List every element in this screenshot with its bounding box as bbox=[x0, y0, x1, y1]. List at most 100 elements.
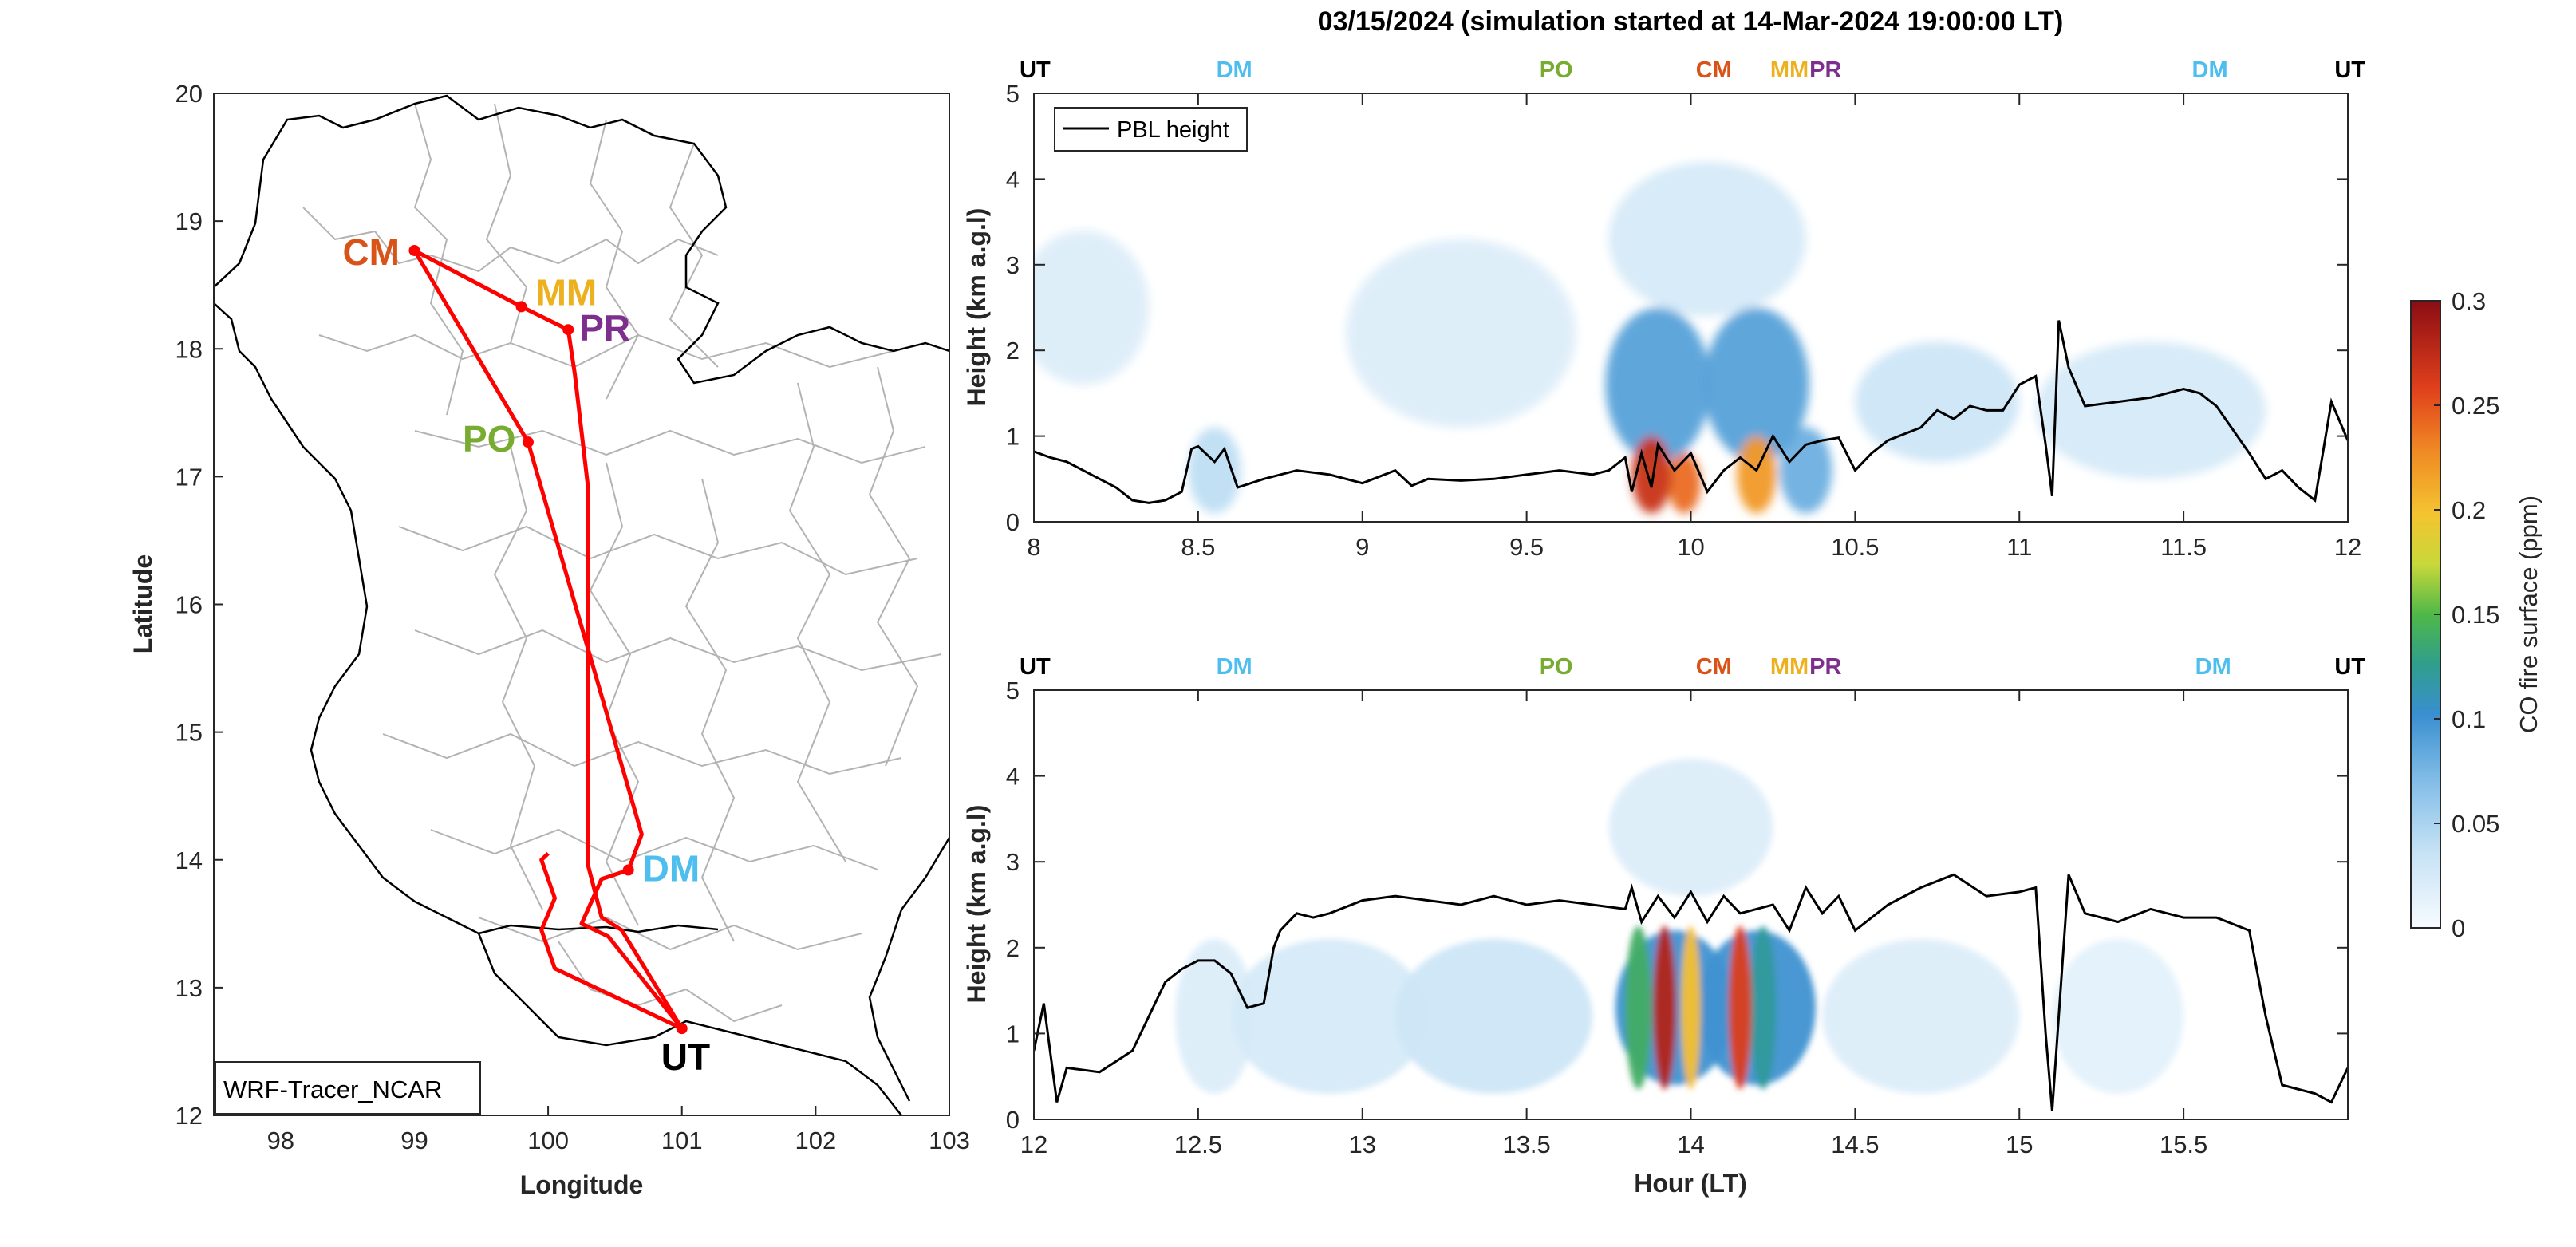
map-y-tick-label: 12 bbox=[176, 1102, 203, 1130]
top-x-tick-label: 10 bbox=[1677, 533, 1704, 561]
map-x-tick-label: 99 bbox=[400, 1127, 428, 1154]
top-y-tick-label: 4 bbox=[1006, 165, 1020, 193]
map-ylabel: Latitude bbox=[128, 554, 157, 653]
map-x-tick-label: 101 bbox=[661, 1127, 703, 1154]
bot-site-marker-ut: UT bbox=[2334, 654, 2365, 680]
top-concentration-blob bbox=[1703, 307, 1809, 462]
top-x-tick-label: 12 bbox=[2334, 533, 2361, 561]
figure-title: 03/15/2024 (simulation started at 14-Mar… bbox=[1318, 6, 2064, 37]
bot-site-marker-dm: DM bbox=[1217, 654, 1252, 680]
chart-top-y-ticks: 0 1 2 3 4 5 bbox=[1006, 80, 2348, 536]
chart-bottom-x-ticks: 12 12.5 13 13.5 14 14.5 15 15.5 bbox=[1020, 690, 2207, 1158]
top-concentration-blob bbox=[1855, 341, 2020, 462]
bot-concentration-blob bbox=[1231, 939, 1429, 1094]
map-y-tick-label: 17 bbox=[176, 463, 203, 491]
colorbar-tick-label: 0.25 bbox=[2452, 392, 2499, 420]
colorbar-tick-label: 0.2 bbox=[2452, 496, 2486, 524]
bot-x-tick-label: 12.5 bbox=[1174, 1131, 1222, 1158]
bot-y-tick-label: 1 bbox=[1006, 1020, 1020, 1048]
site-dot-po bbox=[522, 436, 534, 448]
chart-bottom-site-labels: UT DM PO CM MM PR DM UT bbox=[1020, 654, 2365, 680]
bot-site-marker-mm: MM bbox=[1770, 654, 1809, 680]
bot-concentration-blob bbox=[2052, 939, 2184, 1094]
colorbar-tick-label: 0.05 bbox=[2452, 810, 2499, 838]
top-x-tick-label: 10.5 bbox=[1831, 533, 1879, 561]
bot-x-tick-label: 13.5 bbox=[1502, 1131, 1550, 1158]
top-concentration-blob bbox=[1737, 436, 1777, 514]
site-label-po: PO bbox=[463, 418, 515, 460]
map-x-tick-label: 103 bbox=[929, 1127, 970, 1154]
map-y-ticks: 12 13 14 15 16 17 18 19 20 bbox=[176, 80, 223, 1130]
site-dot-mm bbox=[515, 301, 527, 313]
colorbar-tick-label: 0 bbox=[2452, 914, 2465, 942]
bot-concentration-blob bbox=[1608, 759, 1773, 897]
bot-y-tick-label: 2 bbox=[1006, 934, 1020, 962]
top-concentration-blob bbox=[1605, 307, 1711, 462]
colorbar-tick-label: 0.15 bbox=[2452, 601, 2499, 629]
top-y-tick-label: 3 bbox=[1006, 251, 1020, 279]
top-y-tick-label: 2 bbox=[1006, 337, 1020, 365]
top-site-marker-pr: PR bbox=[1809, 57, 1841, 83]
map-legend: WRF-Tracer_NCAR bbox=[215, 1061, 481, 1115]
colorbar-label: CO fire surface (ppm) bbox=[2515, 495, 2542, 733]
site-dot-pr bbox=[562, 324, 574, 336]
chart-bottom-concentration-field bbox=[1175, 759, 2184, 1094]
chart-top-site-labels: UT DM PO CM MM PR DM UT bbox=[1020, 57, 2365, 83]
bot-y-tick-label: 5 bbox=[1006, 677, 1020, 704]
map-x-ticks: 98 99 100 101 102 103 bbox=[267, 1106, 970, 1154]
top-y-tick-label: 1 bbox=[1006, 423, 1020, 451]
chart-top-plot-area bbox=[1034, 161, 2348, 514]
bot-site-marker-ut: UT bbox=[1020, 654, 1051, 680]
map-y-tick-label: 16 bbox=[176, 591, 203, 619]
site-dot-cm bbox=[408, 244, 420, 256]
bot-x-tick-label: 15.5 bbox=[2160, 1131, 2207, 1158]
top-site-marker-mm: MM bbox=[1770, 57, 1809, 83]
map-x-tick-label: 98 bbox=[267, 1127, 294, 1154]
site-dot-dm bbox=[622, 864, 634, 876]
chart-bottom-ylabel: Height (km a.g.l) bbox=[962, 805, 991, 1004]
map-y-tick-label: 18 bbox=[176, 335, 203, 363]
route-line bbox=[412, 248, 684, 1030]
site-label-ut: UT bbox=[661, 1036, 710, 1078]
map-axes-box bbox=[213, 93, 950, 1116]
top-concentration-blob bbox=[1631, 436, 1671, 514]
bot-concentration-blob bbox=[1681, 925, 1701, 1090]
chart-top-pbl-line bbox=[1034, 320, 2348, 504]
colorbar-tick-label: 0.1 bbox=[2452, 705, 2486, 733]
top-y-tick-label: 5 bbox=[1006, 80, 1020, 108]
bot-x-tick-label: 12 bbox=[1020, 1131, 1047, 1158]
route-line-alt bbox=[539, 851, 683, 1031]
bot-site-marker-po: PO bbox=[1540, 654, 1573, 680]
bot-y-tick-label: 4 bbox=[1006, 763, 1020, 791]
bot-site-marker-cm: CM bbox=[1696, 654, 1732, 680]
top-site-marker-po: PO bbox=[1540, 57, 1573, 83]
chart-top-concentration-field bbox=[1034, 161, 2266, 514]
chart-top-ylabel: Height (km a.g.l) bbox=[962, 208, 991, 407]
map-y-tick-label: 20 bbox=[176, 80, 203, 108]
top-x-tick-label: 8 bbox=[1027, 533, 1040, 561]
map-x-tick-label: 100 bbox=[527, 1127, 569, 1154]
site-label-pr: PR bbox=[579, 307, 630, 349]
bot-concentration-blob bbox=[1822, 939, 2020, 1094]
bot-x-tick-label: 14.5 bbox=[1831, 1131, 1879, 1158]
chart-top-legend-text: PBL height bbox=[1117, 117, 1229, 143]
bot-y-tick-label: 3 bbox=[1006, 848, 1020, 876]
map-y-tick-label: 14 bbox=[176, 846, 203, 874]
map-y-tick-label: 15 bbox=[176, 719, 203, 747]
chart-bottom-y-ticks: 0 1 2 3 4 5 bbox=[1006, 677, 2348, 1134]
map-legend-box bbox=[215, 1061, 481, 1115]
colorbar: 0 0.05 0.1 0.15 0.2 0.25 0.3 CO fire surface (… bbox=[2410, 287, 2542, 942]
bot-site-marker-pr: PR bbox=[1809, 654, 1841, 680]
top-concentration-blob bbox=[1779, 427, 1832, 514]
top-site-marker-ut: UT bbox=[1020, 57, 1051, 83]
route-lines bbox=[412, 248, 684, 1031]
top-x-tick-label: 9.5 bbox=[1509, 533, 1544, 561]
top-site-marker-cm: CM bbox=[1696, 57, 1732, 83]
chart-top-legend: PBL height bbox=[1054, 107, 1248, 152]
top-concentration-blob bbox=[1346, 239, 1576, 428]
top-site-marker-dm: DM bbox=[2192, 57, 2228, 83]
